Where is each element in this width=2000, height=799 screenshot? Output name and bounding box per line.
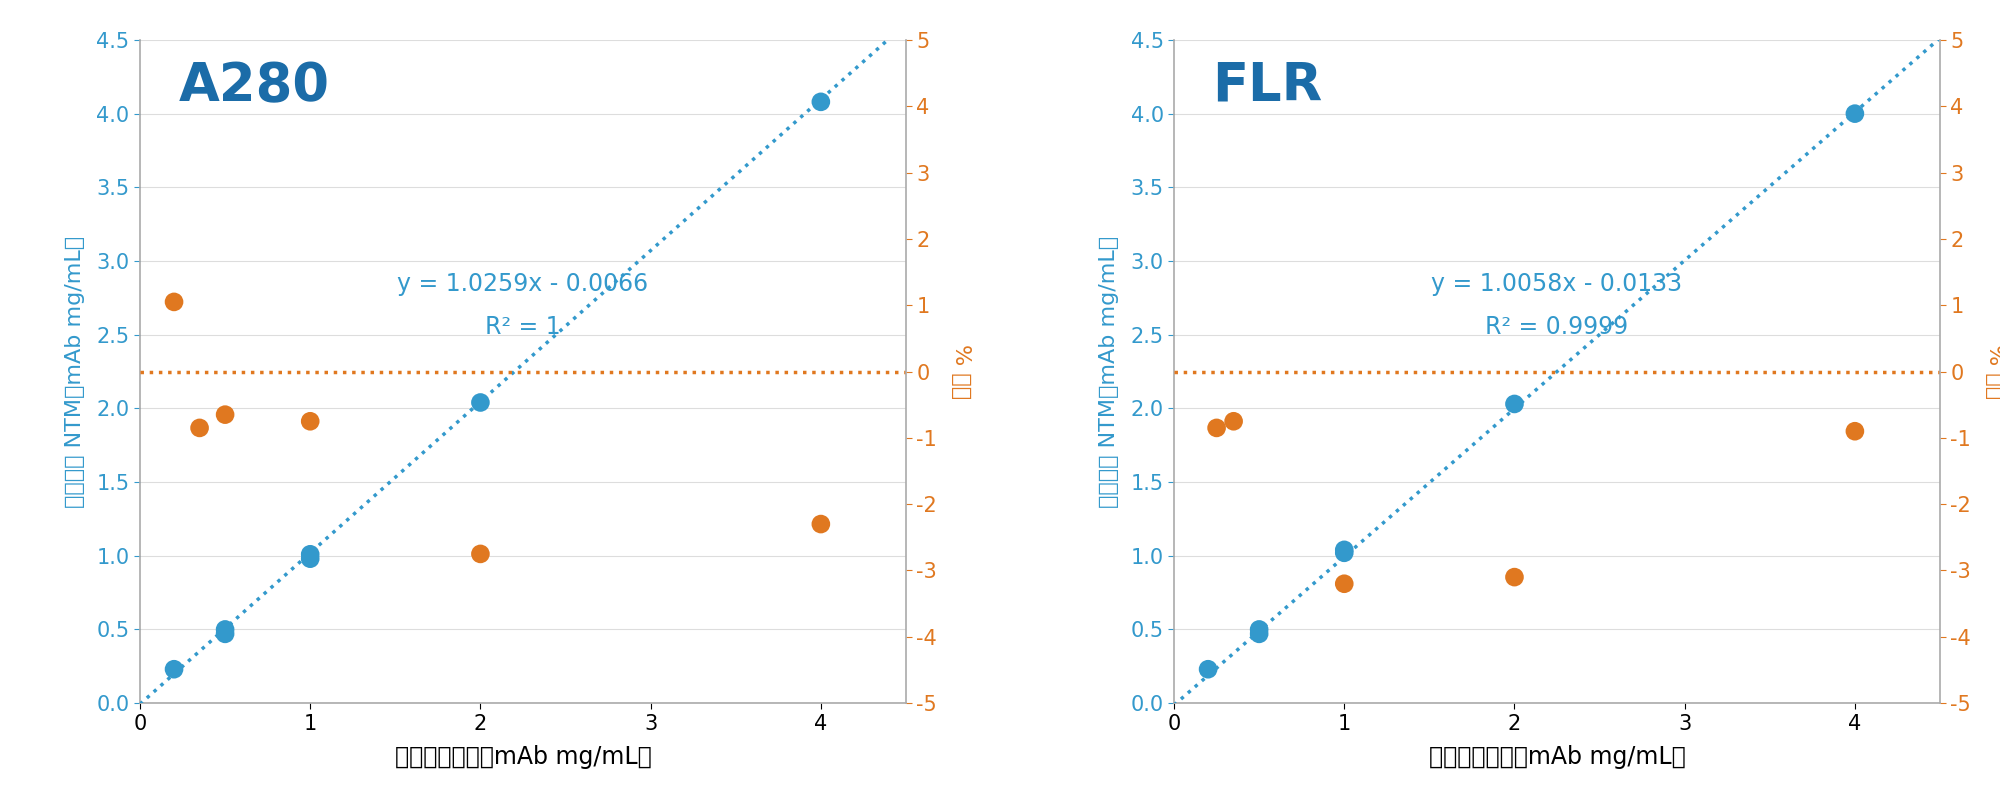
- Text: y = 1.0058x - 0.0133
R² = 0.9999: y = 1.0058x - 0.0133 R² = 0.9999: [1432, 272, 1682, 339]
- Point: [1838, 107, 1870, 120]
- Point: [210, 408, 242, 421]
- X-axis label: 標準試料濃度（mAb mg/mL）: 標準試料濃度（mAb mg/mL）: [394, 745, 652, 769]
- Point: [210, 623, 242, 636]
- Point: [1200, 422, 1232, 435]
- Y-axis label: % 偏差: % 偏差: [1986, 344, 2000, 399]
- Text: A280: A280: [178, 60, 330, 112]
- Point: [210, 627, 242, 640]
- Point: [158, 663, 190, 676]
- Point: [1328, 547, 1360, 559]
- Point: [294, 548, 326, 561]
- Y-axis label: % 偏差: % 偏差: [952, 344, 972, 399]
- Point: [294, 552, 326, 565]
- Point: [464, 396, 496, 409]
- Y-axis label: 実測濃度 NTM（mAb mg/mL）: 実測濃度 NTM（mAb mg/mL）: [1100, 236, 1120, 507]
- Point: [1498, 398, 1530, 411]
- Point: [1498, 570, 1530, 583]
- Point: [1328, 578, 1360, 590]
- Point: [804, 518, 836, 531]
- Point: [1218, 415, 1250, 427]
- Point: [294, 415, 326, 427]
- Point: [1244, 627, 1276, 640]
- Text: FLR: FLR: [1212, 60, 1322, 112]
- Point: [158, 296, 190, 308]
- Point: [1192, 663, 1224, 676]
- Point: [184, 422, 216, 435]
- Text: y = 1.0259x - 0.0066
R² = 1: y = 1.0259x - 0.0066 R² = 1: [398, 272, 648, 339]
- Point: [804, 95, 836, 108]
- Point: [1244, 623, 1276, 636]
- Point: [1838, 425, 1870, 438]
- Point: [464, 547, 496, 560]
- Y-axis label: 実測濃度 NTM（mAb mg/mL）: 実測濃度 NTM（mAb mg/mL）: [66, 236, 86, 507]
- X-axis label: 標準試料濃度（mAb mg/mL）: 標準試料濃度（mAb mg/mL）: [1428, 745, 1686, 769]
- Point: [1328, 543, 1360, 556]
